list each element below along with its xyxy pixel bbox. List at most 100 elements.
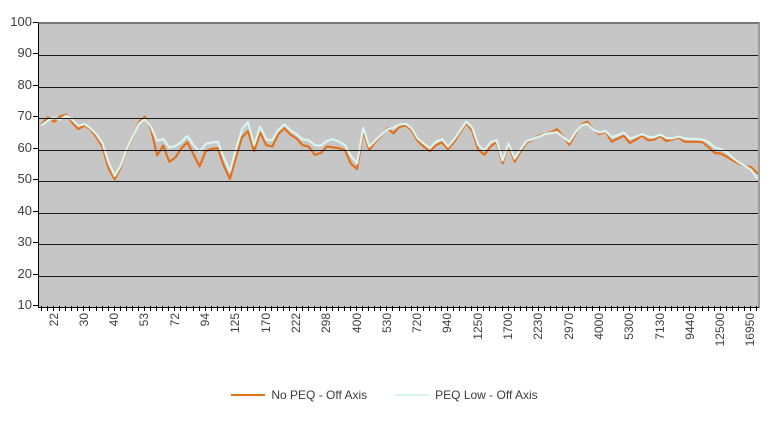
x-axis-tick: [695, 306, 696, 311]
x-axis-tick: [283, 306, 284, 311]
x-axis-tick: [502, 306, 503, 311]
x-axis-tick: [83, 306, 84, 311]
x-axis-label: 4000: [591, 313, 606, 340]
x-axis-tick: [41, 306, 42, 311]
x-axis-label: 22: [46, 313, 61, 327]
x-axis-tick: [653, 306, 654, 311]
x-axis-tick: [411, 306, 412, 311]
y-axis-label: 30: [17, 234, 32, 249]
x-axis-tick: [538, 306, 539, 311]
x-axis-tick: [453, 306, 454, 311]
y-axis-tick: [33, 53, 38, 54]
x-axis-tick: [611, 306, 612, 311]
gridline: [39, 213, 758, 214]
x-axis-tick: [732, 306, 733, 311]
x-axis-tick: [217, 306, 218, 311]
x-axis-tick: [199, 306, 200, 311]
x-axis-tick: [744, 306, 745, 311]
gridline: [39, 276, 758, 277]
x-axis-tick: [289, 306, 290, 311]
x-axis-tick: [65, 306, 66, 311]
x-axis-tick: [677, 306, 678, 311]
x-axis-label: 12500: [713, 313, 728, 347]
x-axis-tick: [120, 306, 121, 311]
x-axis-label: 30: [76, 313, 91, 327]
x-axis-tick: [59, 306, 60, 311]
x-axis-tick: [580, 306, 581, 311]
x-axis-label: 2230: [531, 313, 546, 340]
x-axis-tick: [635, 306, 636, 311]
x-axis-tick: [89, 306, 90, 311]
x-axis-tick: [708, 306, 709, 311]
y-axis-label: 100: [10, 14, 32, 29]
x-axis-tick: [665, 306, 666, 311]
y-axis-label: 90: [17, 45, 32, 60]
x-axis-tick: [574, 306, 575, 311]
x-axis-tick: [720, 306, 721, 311]
x-axis-tick: [302, 306, 303, 311]
x-axis-label: 940: [440, 313, 455, 334]
x-axis-tick: [459, 306, 460, 311]
x-axis-tick: [714, 306, 715, 311]
x-axis-tick: [356, 306, 357, 311]
gridline: [39, 150, 758, 151]
x-axis-tick: [435, 306, 436, 311]
legend-label: No PEQ - Off Axis: [271, 388, 368, 402]
x-axis-tick: [544, 306, 545, 311]
x-axis-tick: [447, 306, 448, 311]
legend-item: No PEQ - Off Axis: [231, 388, 367, 402]
x-axis-tick: [71, 306, 72, 311]
x-axis-tick: [338, 306, 339, 311]
x-axis-tick: [483, 306, 484, 311]
x-axis-tick: [77, 306, 78, 311]
x-axis-tick: [271, 306, 272, 311]
x-axis-tick: [332, 306, 333, 311]
x-axis-label: 530: [379, 313, 394, 334]
x-axis-label: 298: [319, 313, 334, 334]
x-axis-tick: [514, 306, 515, 311]
y-axis-tick: [33, 242, 38, 243]
x-axis-tick: [429, 306, 430, 311]
x-axis-tick: [568, 306, 569, 311]
y-axis-tick: [33, 148, 38, 149]
x-axis-tick: [53, 306, 54, 311]
x-axis-tick: [465, 306, 466, 311]
x-axis-tick: [526, 306, 527, 311]
series-plot: [40, 113, 758, 181]
y-axis-tick: [33, 85, 38, 86]
x-axis-tick: [629, 306, 630, 311]
x-axis-tick: [599, 306, 600, 311]
x-axis-tick: [550, 306, 551, 311]
gridline: [39, 181, 758, 182]
x-axis-tick: [277, 306, 278, 311]
x-axis-label: 53: [137, 313, 152, 327]
legend-label: PEQ Low - Off Axis: [435, 388, 538, 402]
x-axis-tick: [114, 306, 115, 311]
x-axis-tick: [47, 306, 48, 311]
x-axis-label: 125: [228, 313, 243, 334]
x-axis-label: 1700: [501, 313, 515, 340]
x-axis-tick: [211, 306, 212, 311]
x-axis-tick: [144, 306, 145, 311]
x-axis-tick: [659, 306, 660, 311]
y-axis-label: 40: [17, 203, 32, 218]
y-axis-label: 10: [17, 297, 32, 312]
x-axis-tick: [562, 306, 563, 311]
x-axis-tick: [738, 306, 739, 311]
x-axis-tick: [489, 306, 490, 311]
x-axis-tick: [689, 306, 690, 311]
x-axis-label: 2970: [561, 313, 576, 340]
y-axis-label: 50: [17, 171, 32, 186]
legend-item: PEQ Low - Off Axis: [395, 388, 538, 402]
y-axis-tick: [33, 211, 38, 212]
x-axis-tick: [380, 306, 381, 311]
y-axis-tick: [33, 179, 38, 180]
x-axis-tick: [186, 306, 187, 311]
x-axis-label: 16950: [743, 313, 758, 347]
x-axis-tick: [556, 306, 557, 311]
x-axis-tick: [180, 306, 181, 311]
x-axis-tick: [223, 306, 224, 311]
gridline: [39, 87, 758, 88]
legend-swatch: [231, 394, 266, 396]
